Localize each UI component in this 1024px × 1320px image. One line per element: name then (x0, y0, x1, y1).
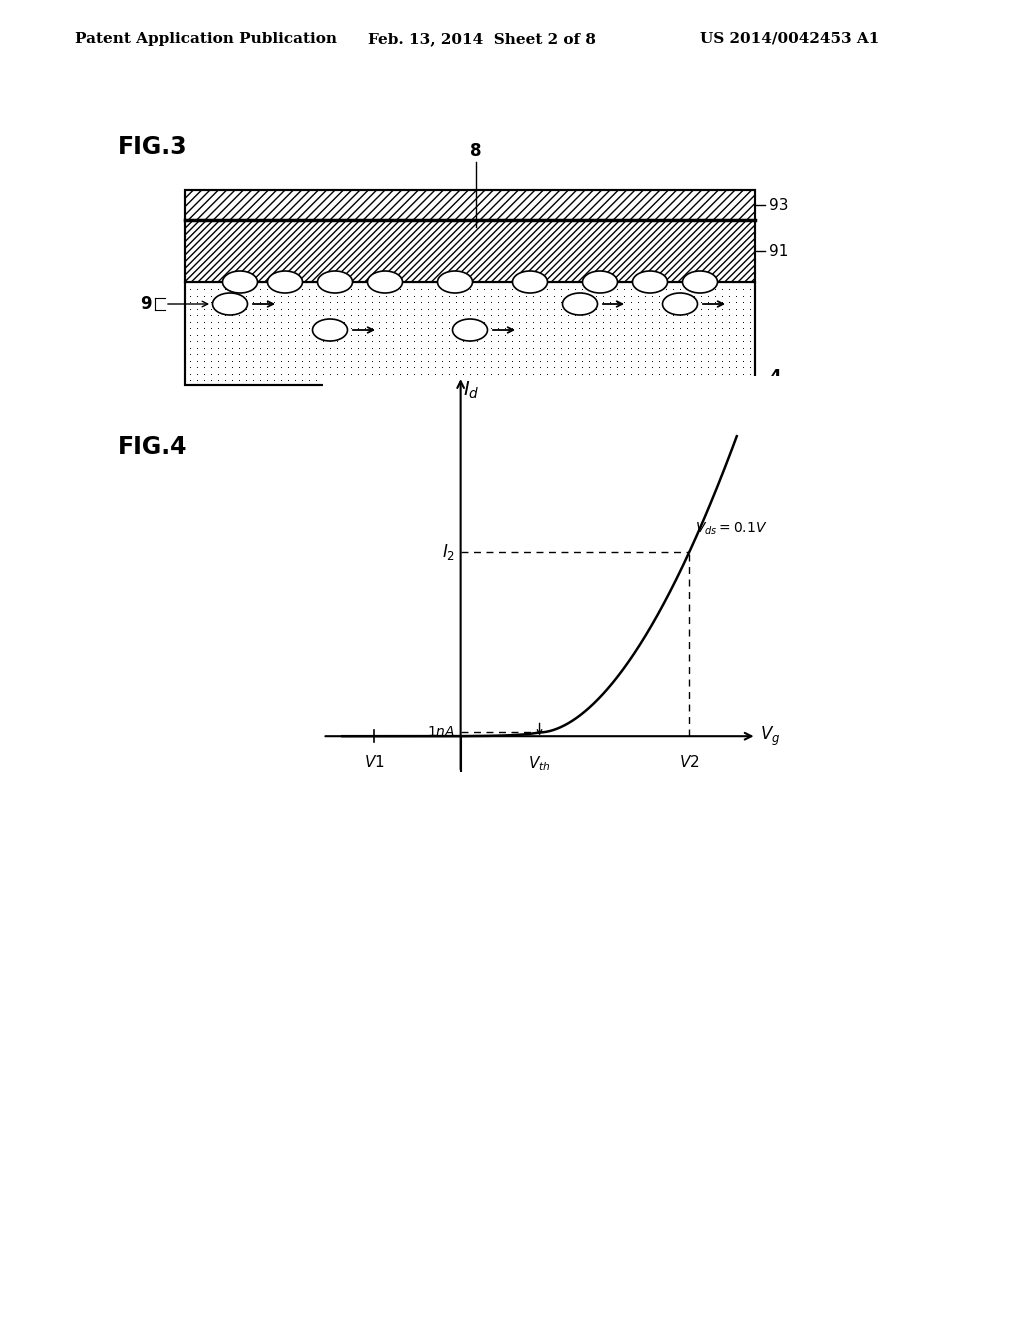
Ellipse shape (512, 271, 548, 293)
Bar (185, 190, 755, 220)
Ellipse shape (453, 319, 487, 341)
Text: FIG.3: FIG.3 (118, 135, 187, 158)
Ellipse shape (222, 271, 257, 293)
Ellipse shape (267, 271, 302, 293)
Text: 8: 8 (470, 143, 481, 160)
Text: $V_{th}$: $V_{th}$ (528, 754, 551, 774)
Text: $1nA$: $1nA$ (427, 726, 455, 739)
Ellipse shape (437, 271, 472, 293)
Text: Patent Application Publication: Patent Application Publication (75, 32, 337, 46)
Text: 9: 9 (140, 294, 152, 313)
Text: $V_g$: $V_g$ (761, 725, 780, 748)
Text: $V_{ds}=0.1V$: $V_{ds}=0.1V$ (695, 520, 768, 537)
Text: $V2$: $V2$ (679, 754, 699, 770)
Text: $V1$: $V1$ (364, 754, 384, 770)
Ellipse shape (633, 271, 668, 293)
Text: 91: 91 (769, 243, 788, 259)
Text: $I_d$: $I_d$ (463, 379, 479, 400)
Ellipse shape (583, 271, 617, 293)
Ellipse shape (683, 271, 718, 293)
Text: 4: 4 (769, 368, 780, 385)
Text: $I_2$: $I_2$ (441, 541, 455, 562)
Ellipse shape (368, 271, 402, 293)
Ellipse shape (562, 293, 597, 315)
Bar (185, 190, 755, 385)
Text: Feb. 13, 2014  Sheet 2 of 8: Feb. 13, 2014 Sheet 2 of 8 (368, 32, 596, 46)
Text: FIG.4: FIG.4 (118, 436, 187, 459)
Text: US 2014/0042453 A1: US 2014/0042453 A1 (700, 32, 880, 46)
Ellipse shape (213, 293, 248, 315)
Bar (185, 220, 755, 282)
Ellipse shape (663, 293, 697, 315)
Bar (185, 282, 755, 385)
Text: 93: 93 (769, 198, 788, 213)
Ellipse shape (317, 271, 352, 293)
Ellipse shape (312, 319, 347, 341)
